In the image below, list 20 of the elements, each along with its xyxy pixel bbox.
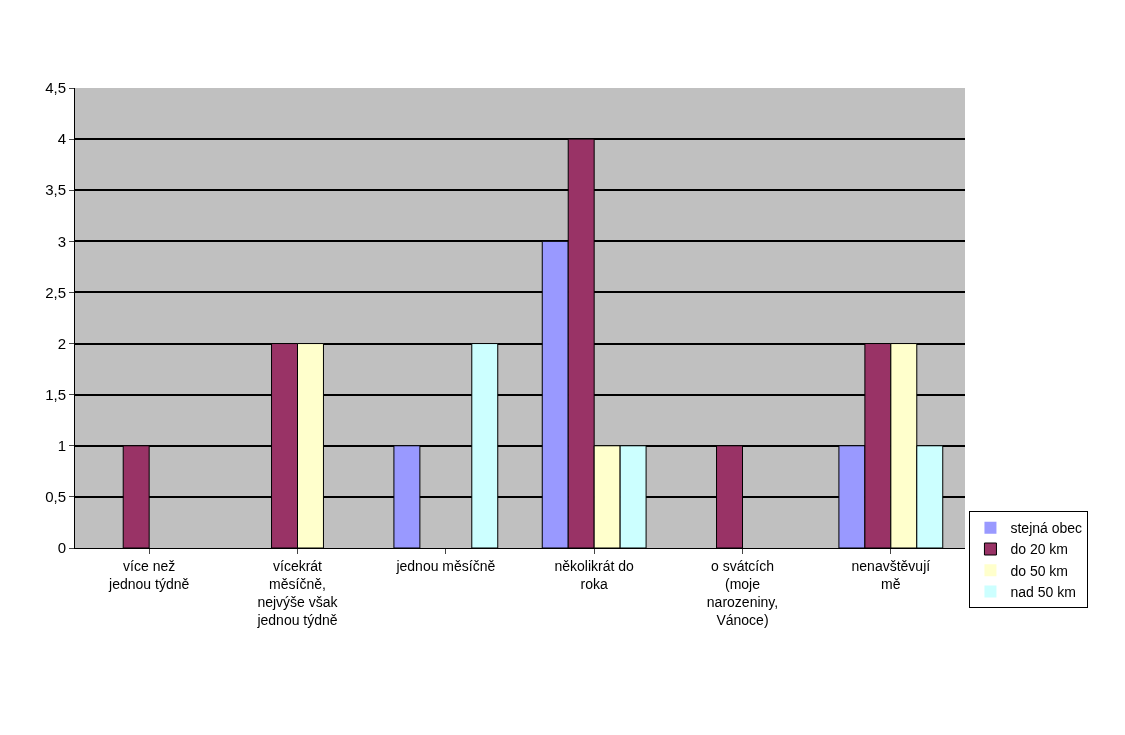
y-tick-label: 4 [57, 130, 66, 148]
y-tick-label: 2 [57, 334, 66, 352]
x-tick-label: o svátcích (moje narozeniny, Vánoce) [706, 557, 779, 629]
legend-label: do 50 km [1010, 562, 1069, 579]
y-tick-label: 3,5 [45, 181, 66, 199]
x-tick-label: více než jednou týdně [108, 557, 190, 592]
x-tick-label: jednou měsíčně [395, 557, 496, 574]
y-tick-label: 1,5 [45, 385, 66, 403]
legend-label: nad 50 km [1010, 583, 1076, 600]
y-tick-label: 0,5 [45, 488, 66, 506]
y-tick-label: 0 [57, 539, 66, 557]
x-tick-label: vícekrát měsíčně, nejvýše však jednou týdně [256, 557, 339, 629]
legend-label: stejná obec [1010, 520, 1083, 537]
y-tick-label: 3 [57, 232, 66, 250]
legend-label: do 20 km [1010, 541, 1069, 558]
y-tick-label: 2,5 [45, 283, 66, 301]
y-tick-label: 4,5 [45, 79, 66, 97]
y-tick-label: 1 [57, 437, 66, 455]
x-tick-label: několikrát do roka [554, 557, 635, 592]
x-tick-label: nenavštěvují mě [851, 557, 931, 592]
